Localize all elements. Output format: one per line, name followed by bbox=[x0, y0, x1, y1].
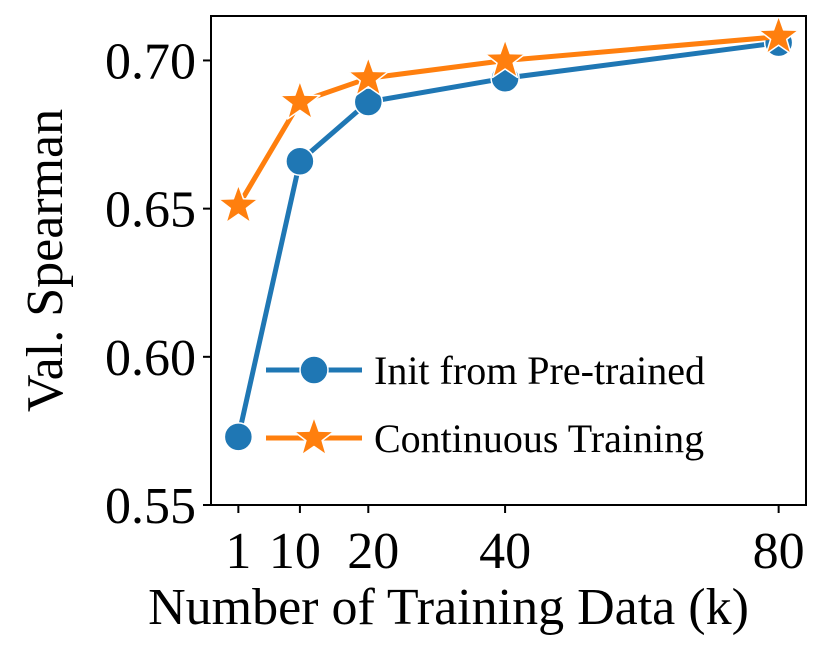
x-tick-label: 80 bbox=[753, 523, 805, 580]
plot-area bbox=[217, 14, 800, 452]
legend-item-continuous-training: Continuous Training bbox=[266, 416, 704, 461]
data-point-init-from-pre-trained bbox=[285, 146, 315, 176]
plot-frame bbox=[210, 15, 807, 506]
series-continuous-training bbox=[217, 14, 800, 224]
data-point-init-from-pre-trained bbox=[223, 422, 254, 452]
data-point-init-from-pre-trained bbox=[353, 87, 384, 117]
x-axis-title: Number of Training Data (k) bbox=[148, 579, 749, 636]
y-tick-label: 0.70 bbox=[105, 33, 196, 90]
x-tick-label: 40 bbox=[479, 523, 531, 580]
data-point-continuous-training bbox=[347, 56, 390, 96]
y-axis: 0.55 0.60 0.65 0.70 bbox=[105, 33, 211, 535]
data-point-continuous-training bbox=[279, 80, 321, 120]
y-tick-label: 0.55 bbox=[105, 478, 196, 535]
x-tick-label: 20 bbox=[347, 523, 399, 580]
legend-label: Continuous Training bbox=[374, 416, 704, 461]
legend-marker bbox=[293, 416, 335, 456]
y-axis-title: Val. Spearman bbox=[17, 109, 74, 412]
x-axis: 1 10 20 40 80 bbox=[225, 505, 805, 580]
data-point-continuous-training bbox=[484, 38, 526, 79]
x-tick-label: 10 bbox=[269, 523, 321, 580]
y-tick-label: 0.60 bbox=[105, 330, 196, 387]
data-point-continuous-training bbox=[217, 183, 260, 224]
legend: Init from Pre-trained Continuous Training bbox=[266, 348, 705, 461]
data-point-continuous-training bbox=[757, 14, 800, 55]
legend-item-init-from-pre-trained: Init from Pre-trained bbox=[266, 348, 705, 393]
legend-label: Init from Pre-trained bbox=[374, 348, 705, 393]
legend-marker bbox=[299, 355, 329, 385]
x-tick-label: 1 bbox=[225, 523, 251, 580]
y-tick-label: 0.65 bbox=[105, 182, 196, 239]
